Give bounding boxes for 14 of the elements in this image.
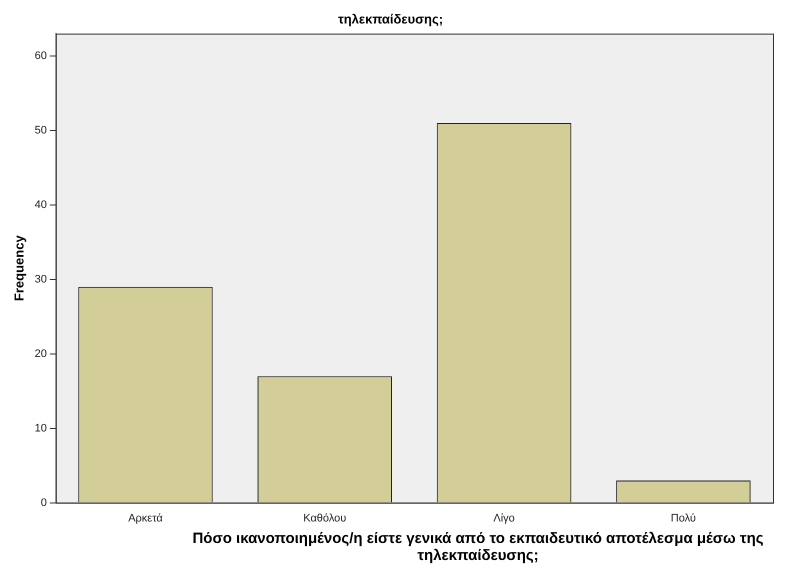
- y-tick-label: 30: [34, 273, 47, 286]
- x-tick-label: Πολύ: [670, 512, 696, 524]
- x-axis-title: Πόσο ικανοποιημένος/η είστε γενικά από το εκπαιδευτικό αποτέλεσμα μέσω της τηλεκπαίδευσης;: [191, 530, 765, 564]
- x-tick-label: Αρκετά: [128, 512, 164, 524]
- y-tick-label: 40: [34, 198, 47, 211]
- x-tick-label: Καθόλου: [303, 512, 346, 524]
- y-tick-label: 60: [34, 50, 47, 62]
- y-tick-label: 50: [34, 124, 47, 136]
- y-tick-label: 0: [40, 496, 47, 509]
- x-tick-label: Λίγο: [493, 512, 515, 524]
- chart-title: τηλεκπαίδευσης;: [338, 11, 444, 26]
- y-tick-label: 20: [34, 348, 47, 360]
- y-tick-label: 10: [34, 422, 47, 434]
- y-axis-title: Frequency: [11, 234, 26, 302]
